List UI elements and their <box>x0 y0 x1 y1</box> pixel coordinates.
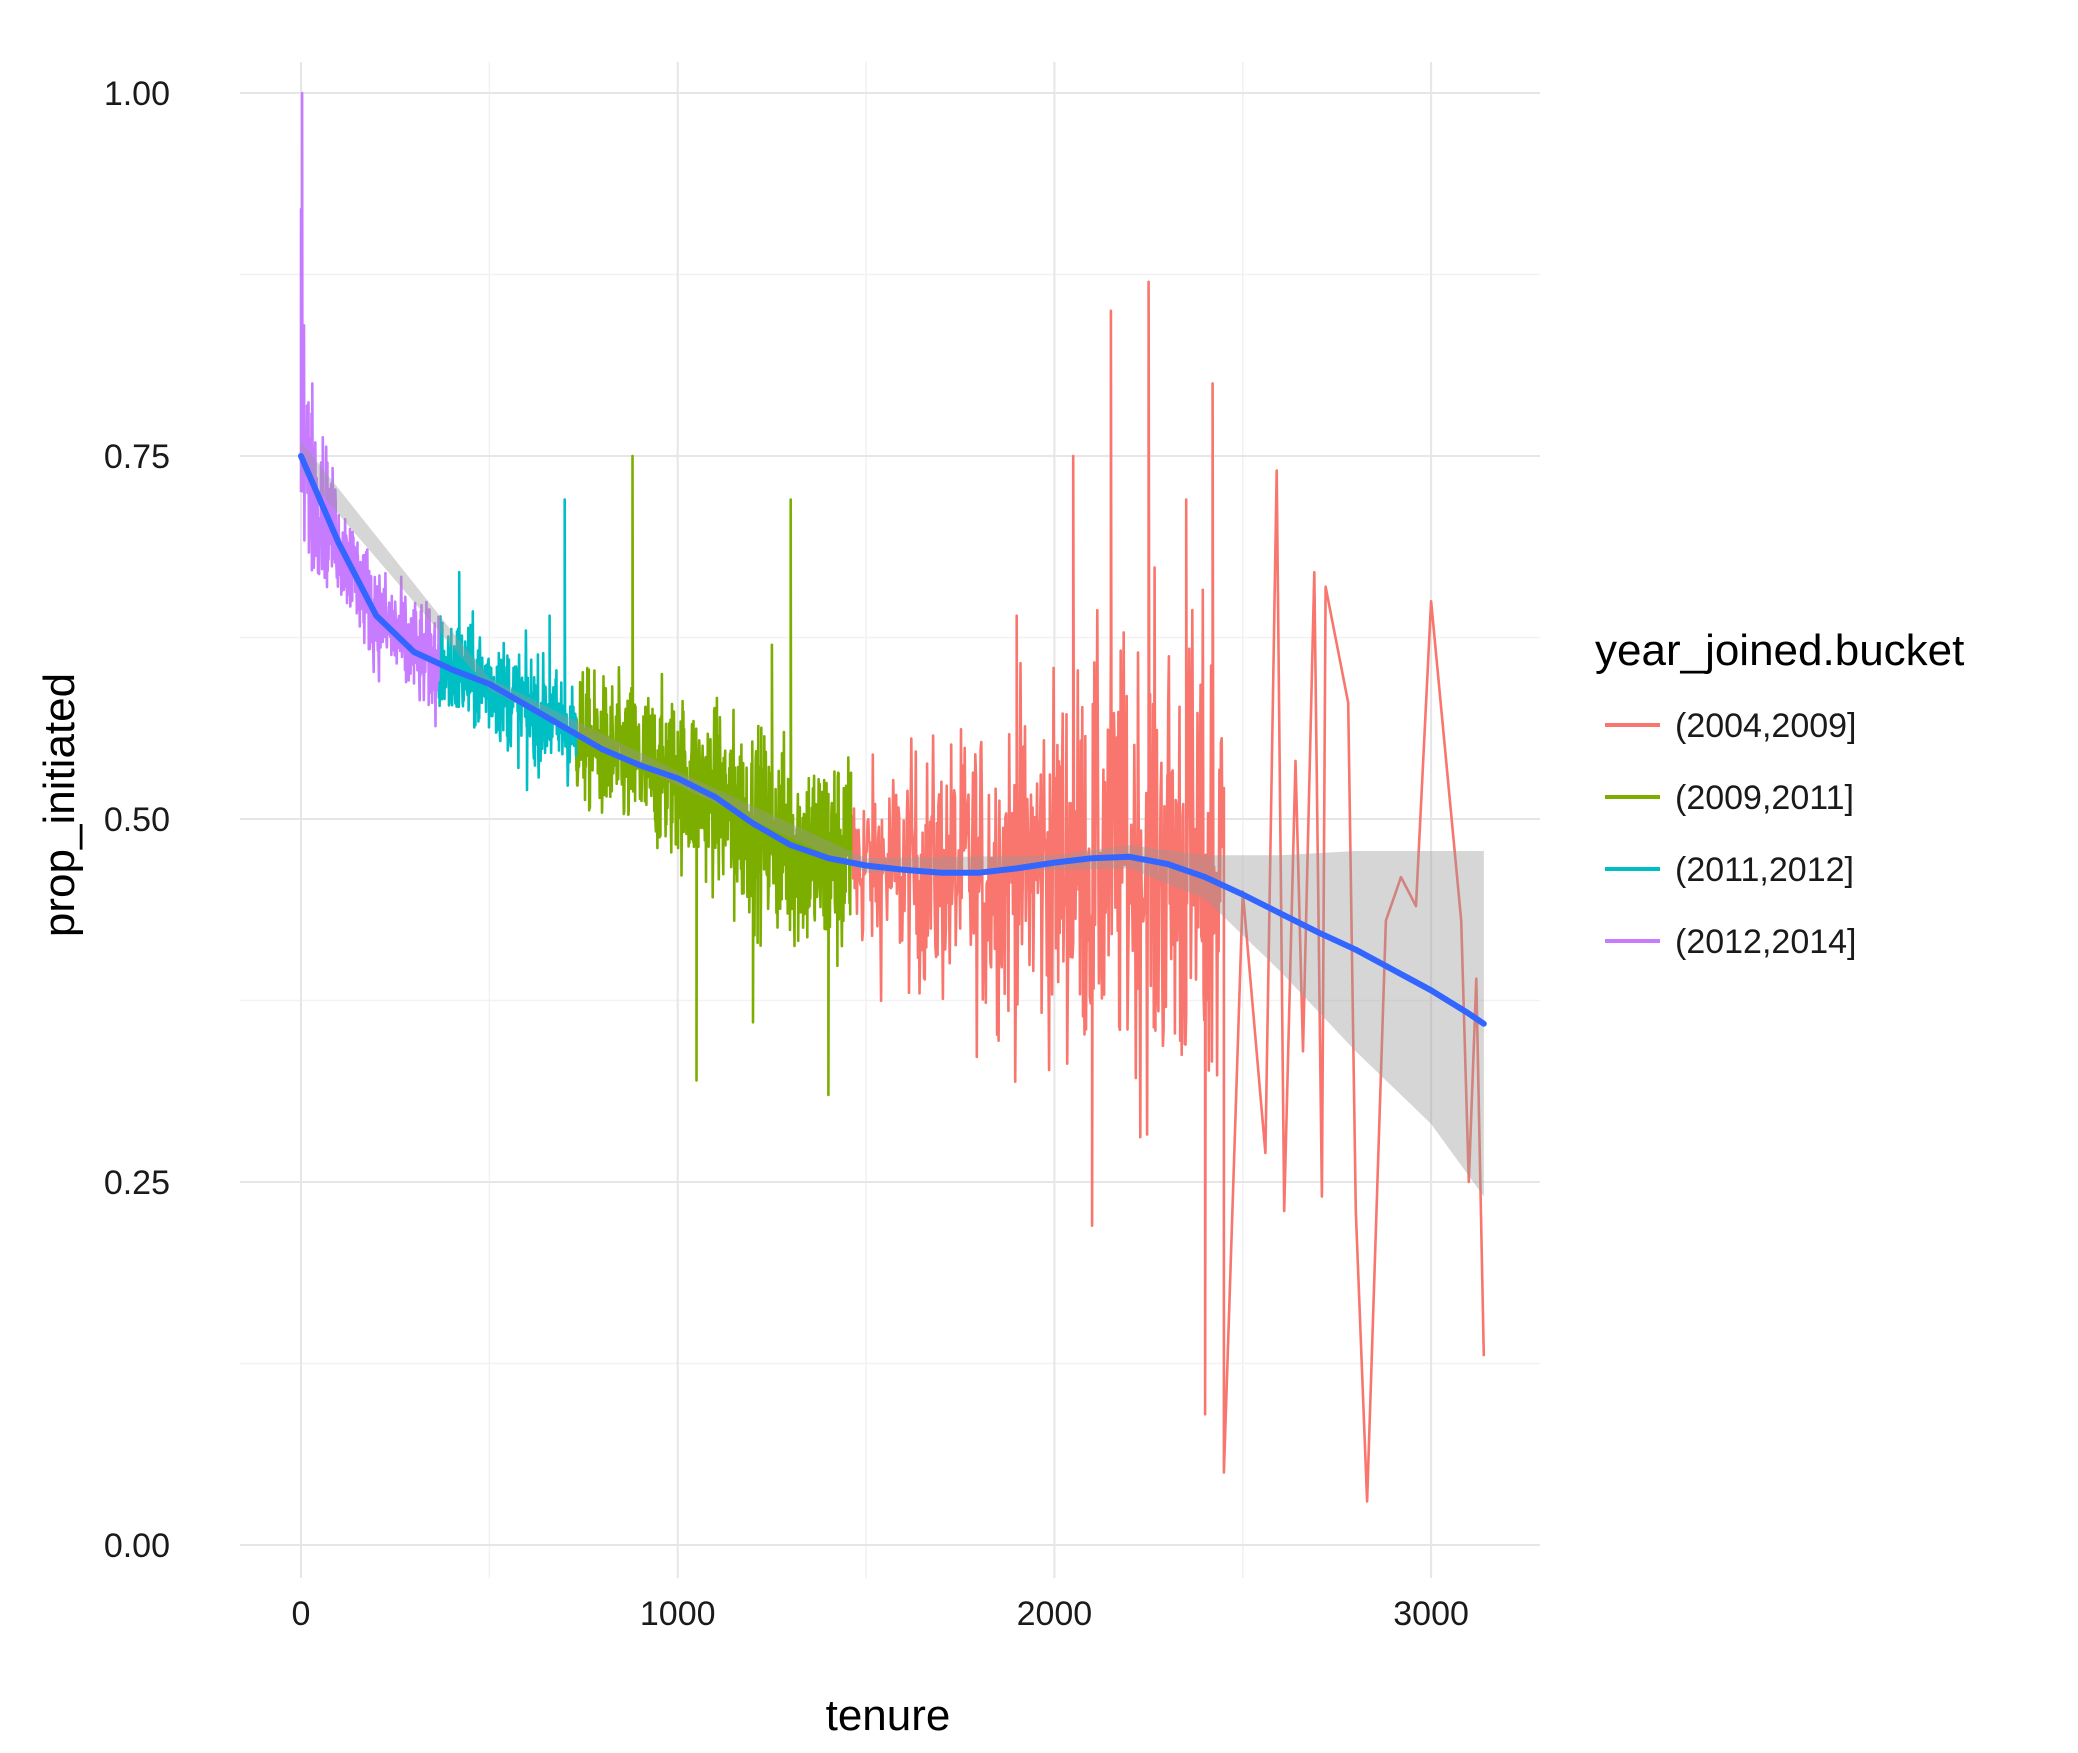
plot-area <box>298 91 1487 1503</box>
x-axis-title: tenure <box>826 1691 951 1740</box>
y-tick-label: 1.00 <box>104 75 170 113</box>
legend-items: (2004,2009] (2009,2011] (2011,2012] (2012,2… <box>1605 707 1857 961</box>
y-axis-ticks: 0.00 0.25 0.50 0.75 1.00 <box>104 75 170 1565</box>
legend-item-label: (2004,2009] <box>1675 707 1857 745</box>
y-tick-label: 0.00 <box>104 1527 170 1565</box>
series-line-2012-2014 <box>299 91 440 728</box>
legend-item-label: (2009,2011] <box>1675 779 1854 817</box>
legend-title: year_joined.bucket <box>1595 626 1964 675</box>
x-tick-label: 3000 <box>1393 1595 1469 1633</box>
smooth-trend-line <box>298 453 1487 1027</box>
x-tick-label: 2000 <box>1017 1595 1093 1633</box>
x-axis-ticks: 0 1000 2000 3000 <box>292 1595 1469 1633</box>
y-tick-label: 0.50 <box>104 801 170 839</box>
x-tick-label: 1000 <box>640 1595 716 1633</box>
legend-item-label: (2011,2012] <box>1675 851 1854 889</box>
y-tick-label: 0.25 <box>104 1164 170 1202</box>
y-tick-label: 0.75 <box>104 438 170 476</box>
y-axis-title: prop_initiated <box>35 673 84 937</box>
legend: year_joined.bucket (2004,2009] (2009,2011… <box>1595 626 1964 961</box>
series-line-2009-2011 <box>574 454 853 1097</box>
series-line-2004-2009 <box>849 280 1486 1503</box>
legend-item-label: (2012,2014] <box>1675 923 1857 961</box>
x-tick-label: 0 <box>292 1595 311 1633</box>
